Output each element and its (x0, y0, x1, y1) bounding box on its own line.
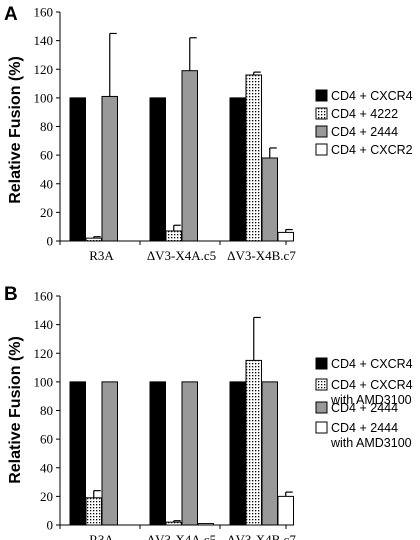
bar (165, 230, 182, 242)
y-tick-label: 60 (40, 148, 53, 163)
y-tick-label: 80 (40, 119, 53, 134)
y-tick-label: 160 (34, 5, 54, 20)
bar (101, 95, 118, 242)
legend-swatch (315, 401, 328, 414)
x-tick-label: R3A (89, 532, 114, 540)
legend-entry: CD4 + 4222 (331, 107, 398, 121)
bar (69, 381, 86, 526)
bar (245, 359, 262, 526)
bar (277, 231, 294, 242)
y-axis-label: Relative Fusion (%) (7, 336, 24, 484)
y-tick-label: 0 (47, 518, 54, 533)
y-tick-label: 120 (34, 62, 54, 77)
panel-label: A (4, 4, 18, 25)
bar (261, 157, 278, 242)
y-tick-label: 80 (40, 403, 53, 418)
legend: CD4 + CXCR4 CD4 + 4222 CD4 + 2444 CD4 + CXC… (315, 89, 413, 157)
plot-area: 0 20 40 60 80 100 120 140 160 R3A ΔV3-X4A.c5 ΔV3-X4… (34, 5, 297, 264)
y-tick-label: 100 (34, 374, 54, 389)
bar (149, 381, 166, 526)
legend-swatch (315, 107, 328, 120)
y-tick-label: 160 (34, 289, 54, 304)
legend-entry: CD4 + CXCR4 with AMD3100 (330, 378, 413, 407)
x-tick-label: R3A (89, 248, 114, 263)
bar (85, 497, 102, 526)
bar (149, 97, 166, 242)
legend-entry: CD4 + CXCR4 (331, 357, 413, 371)
x-tick-label: ΔV3-X4B.c7 (227, 248, 296, 263)
legend-swatch (315, 143, 328, 156)
legend-swatch (315, 357, 328, 370)
legend-entry: CD4 + CXCR4 (331, 89, 413, 103)
legend-swatch (315, 125, 328, 138)
y-tick-label: 0 (47, 234, 54, 249)
bar (261, 381, 278, 526)
bar (101, 381, 118, 526)
y-tick-label: 60 (40, 432, 53, 447)
legend-swatch (315, 378, 328, 391)
legend-entry: CD4 + CXCR2 (331, 143, 413, 157)
legend-swatch (315, 421, 328, 434)
bar (277, 495, 294, 526)
y-tick-label: 140 (34, 317, 54, 332)
legend-entry: CD4 + 2444 (331, 401, 398, 415)
y-tick-label: 20 (40, 489, 53, 504)
plot-area: 0 20 40 60 80 100 120 140 160 R3A ΔV3-X4A.c5 ΔV3-X4… (34, 289, 297, 540)
legend-entry: CD4 + 2444 with AMD3100 (330, 421, 412, 450)
bar (69, 97, 86, 242)
y-tick-label: 40 (40, 176, 53, 191)
bar (181, 70, 198, 242)
y-tick-label: 140 (34, 33, 54, 48)
bar (85, 237, 102, 242)
panel-a: A Relative Fusion (%) 0 20 40 60 80 100 120 140… (4, 4, 413, 263)
legend-swatch (315, 89, 328, 102)
y-tick-label: 20 (40, 205, 53, 220)
y-tick-label: 40 (40, 460, 53, 475)
x-tick-label: ΔV3-X4A.c5 (147, 532, 216, 540)
bar (197, 523, 214, 526)
bar (165, 521, 182, 526)
legend-entry: CD4 + 2444 (331, 125, 398, 139)
bar (245, 74, 262, 242)
bar (229, 97, 246, 242)
y-tick-label: 120 (34, 346, 54, 361)
bar (229, 381, 246, 526)
panel-b: B Relative Fusion (%) 0 20 40 60 80 100 120 140… (4, 284, 413, 540)
bar (181, 381, 198, 526)
y-axis-label: Relative Fusion (%) (7, 56, 24, 204)
x-tick-label: ΔV3-X4A.c5 (147, 248, 216, 263)
panel-label: B (4, 284, 18, 305)
y-tick-label: 100 (34, 90, 54, 105)
x-tick-label: ΔV3-X4B.c7 (227, 532, 296, 540)
